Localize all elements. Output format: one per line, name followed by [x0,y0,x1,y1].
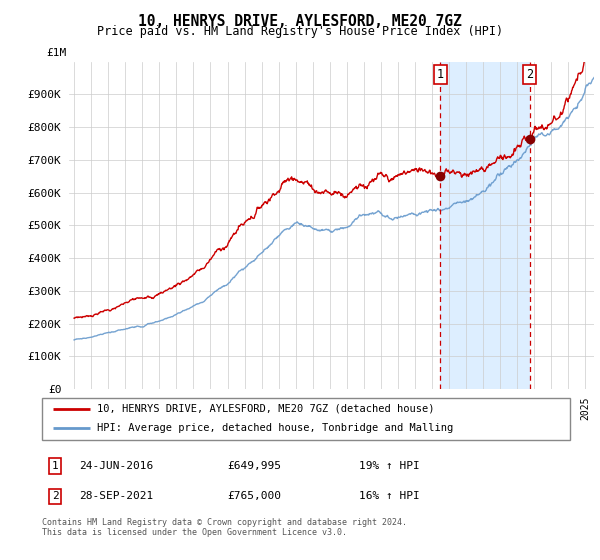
Text: 24-JUN-2016: 24-JUN-2016 [79,461,153,471]
Text: 2: 2 [52,491,59,501]
Text: 16% ↑ HPI: 16% ↑ HPI [359,491,419,501]
Text: £649,995: £649,995 [227,461,281,471]
Text: £1M: £1M [46,48,67,58]
Text: HPI: Average price, detached house, Tonbridge and Malling: HPI: Average price, detached house, Tonb… [97,423,454,433]
Text: 10, HENRYS DRIVE, AYLESFORD, ME20 7GZ: 10, HENRYS DRIVE, AYLESFORD, ME20 7GZ [138,14,462,29]
Text: 28-SEP-2021: 28-SEP-2021 [79,491,153,501]
Text: 2: 2 [526,68,533,81]
Text: Contains HM Land Registry data © Crown copyright and database right 2024.
This d: Contains HM Land Registry data © Crown c… [42,518,407,538]
Bar [440,62,530,389]
Text: Price paid vs. HM Land Registry's House Price Index (HPI): Price paid vs. HM Land Registry's House … [97,25,503,38]
Text: 1: 1 [52,461,59,471]
Text: 10, HENRYS DRIVE, AYLESFORD, ME20 7GZ (detached house): 10, HENRYS DRIVE, AYLESFORD, ME20 7GZ (d… [97,404,435,414]
Text: 1: 1 [437,68,444,81]
Text: 19% ↑ HPI: 19% ↑ HPI [359,461,419,471]
Text: £765,000: £765,000 [227,491,281,501]
FancyBboxPatch shape [42,398,570,440]
